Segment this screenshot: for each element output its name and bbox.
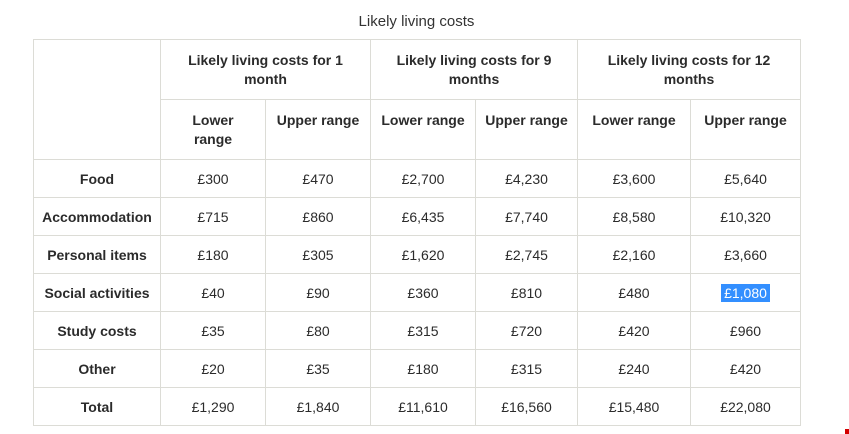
value-cell[interactable]: £1,620	[370, 235, 476, 274]
sub-header-upper-12: Upper range	[690, 99, 801, 160]
table-caption: Likely living costs	[358, 13, 475, 30]
value-cell[interactable]: £315	[475, 349, 578, 388]
value-cell[interactable]: £80	[265, 311, 371, 350]
table-header: Likely living costs for 1 month Likely l…	[33, 39, 801, 160]
table-row: Accommodation £715 £860 £6,435 £7,740 £8,580 £…	[33, 197, 801, 236]
corner-cell	[33, 39, 161, 160]
row-label: Study costs	[33, 311, 161, 350]
value-cell[interactable]: £180	[160, 235, 266, 274]
sub-header-lower-9: Lower range	[370, 99, 476, 160]
value-cell[interactable]: £180	[370, 349, 476, 388]
table-row: Total £1,290 £1,840 £11,610 £16,560 £15,480 £2…	[33, 387, 801, 426]
value-cell[interactable]: £90	[265, 273, 371, 312]
table-row: Study costs £35 £80 £315 £720 £420 £960	[33, 311, 801, 350]
value-cell[interactable]: £10,320	[690, 197, 801, 236]
sub-header-lower-12: Lower range	[577, 99, 691, 160]
sub-header-upper-9: Upper range	[475, 99, 578, 160]
row-label: Total	[33, 387, 161, 426]
value-cell[interactable]: £420	[577, 311, 691, 350]
value-cell[interactable]: £810	[475, 273, 578, 312]
row-label: Social activities	[33, 273, 161, 312]
value-cell[interactable]: £3,660	[690, 235, 801, 274]
value-cell[interactable]: £360	[370, 273, 476, 312]
value-cell[interactable]: £16,560	[475, 387, 578, 426]
column-group-9-months: Likely living costs for 9 months	[370, 39, 578, 100]
selected-value: £1,080	[721, 283, 770, 302]
sub-header-upper-1: Upper range	[265, 99, 371, 160]
value-cell[interactable]: £8,580	[577, 197, 691, 236]
column-group-row: Likely living costs for 1 month Likely l…	[33, 39, 801, 160]
value-cell[interactable]: £300	[160, 159, 266, 198]
row-label: Other	[33, 349, 161, 388]
living-costs-table: Likely living costs for 1 month Likely l…	[33, 39, 801, 426]
value-cell[interactable]: £4,230	[475, 159, 578, 198]
sub-header-lower-1: Lower range	[160, 99, 266, 160]
value-cell[interactable]: £40	[160, 273, 266, 312]
table-body: Food £300 £470 £2,700 £4,230 £3,600 £5,640 Acco…	[33, 159, 801, 426]
value-cell[interactable]: £35	[265, 349, 371, 388]
column-group-1-month: Likely living costs for 1 month	[160, 39, 371, 100]
value-cell[interactable]: £35	[160, 311, 266, 350]
value-cell[interactable]: £470	[265, 159, 371, 198]
value-cell[interactable]: £960	[690, 311, 801, 350]
value-cell[interactable]: £11,610	[370, 387, 476, 426]
page-corner-artifact	[845, 429, 849, 434]
value-cell[interactable]: £2,160	[577, 235, 691, 274]
value-cell[interactable]: £3,600	[577, 159, 691, 198]
table-row: Personal items £180 £305 £1,620 £2,745 £2,160…	[33, 235, 801, 274]
value-cell[interactable]: £22,080	[690, 387, 801, 426]
column-group-12-months: Likely living costs for 12 months	[577, 39, 801, 100]
value-cell[interactable]: £480	[577, 273, 691, 312]
table-row: Social activities £40 £90 £360 £810 £480 £1,08…	[33, 273, 801, 312]
table-row: Other £20 £35 £180 £315 £240 £420	[33, 349, 801, 388]
row-label: Personal items	[33, 235, 161, 274]
value-cell[interactable]: £420	[690, 349, 801, 388]
value-cell[interactable]: £720	[475, 311, 578, 350]
sub-header-row: Lower range Upper range Lower range Uppe…	[34, 99, 801, 160]
value-cell[interactable]: £240	[577, 349, 691, 388]
row-label: Accommodation	[33, 197, 161, 236]
table-row: Food £300 £470 £2,700 £4,230 £3,600 £5,640	[33, 159, 801, 198]
value-cell[interactable]: £1,290	[160, 387, 266, 426]
row-label: Food	[33, 159, 161, 198]
value-cell[interactable]: £2,745	[475, 235, 578, 274]
value-cell[interactable]: £1,080	[690, 273, 801, 312]
value-cell[interactable]: £715	[160, 197, 266, 236]
value-cell[interactable]: £2,700	[370, 159, 476, 198]
value-cell[interactable]: £5,640	[690, 159, 801, 198]
value-cell[interactable]: £860	[265, 197, 371, 236]
value-cell[interactable]: £6,435	[370, 197, 476, 236]
value-cell[interactable]: £315	[370, 311, 476, 350]
value-cell[interactable]: £20	[160, 349, 266, 388]
value-cell[interactable]: £15,480	[577, 387, 691, 426]
value-cell[interactable]: £7,740	[475, 197, 578, 236]
value-cell[interactable]: £305	[265, 235, 371, 274]
value-cell[interactable]: £1,840	[265, 387, 371, 426]
